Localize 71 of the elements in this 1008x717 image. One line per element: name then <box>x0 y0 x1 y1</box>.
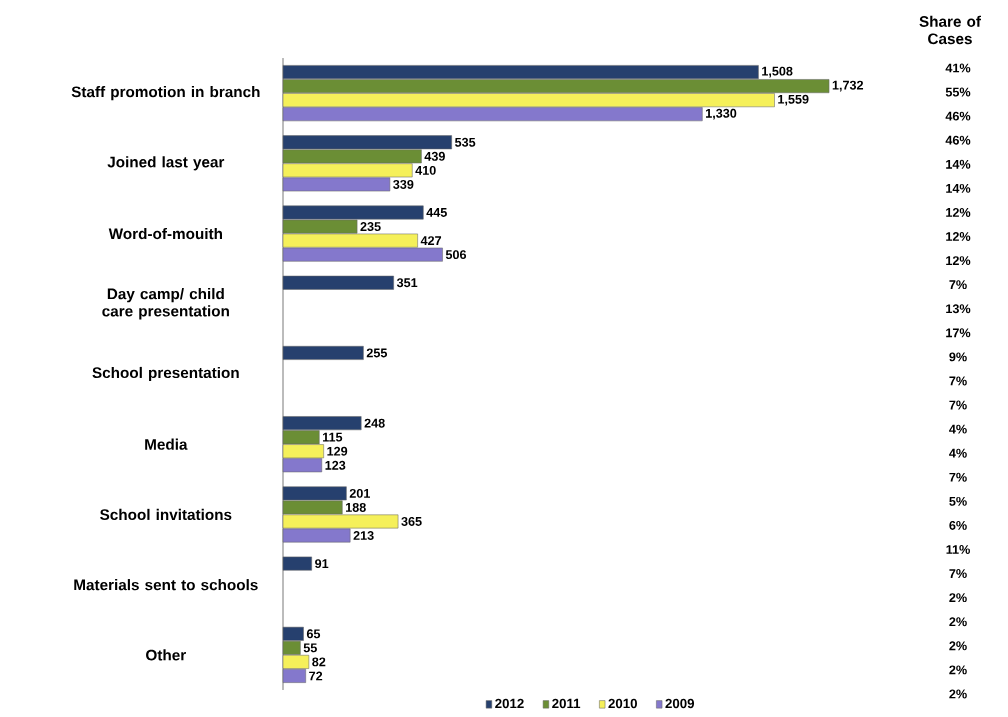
data-label: 213 <box>353 531 374 541</box>
data-label: 339 <box>393 179 414 189</box>
data-label: 1,559 <box>778 94 809 106</box>
legend-label: 2012 <box>495 698 524 709</box>
text: 2% <box>949 641 967 651</box>
bar <box>282 275 394 290</box>
text: 14% <box>946 183 971 193</box>
data-label: 82 <box>312 657 326 667</box>
bar <box>282 556 312 571</box>
text: 12% <box>946 256 971 266</box>
data-label: 115 <box>322 432 343 442</box>
text: 11% <box>946 545 970 554</box>
text: 7% <box>949 376 967 386</box>
data-label: 65 <box>306 629 321 639</box>
data-label: 72 <box>309 671 323 681</box>
data-label: 445 <box>426 208 447 217</box>
data-label: 123 <box>325 460 346 470</box>
data-label: 255 <box>366 348 388 358</box>
y-tick-label: Staff promotion in branch <box>71 86 260 101</box>
text: 12% <box>946 232 971 241</box>
legend-label: 2009 <box>665 698 695 709</box>
text: 4% <box>949 424 967 434</box>
data-label: 1,330 <box>706 108 737 120</box>
data-label: 129 <box>327 446 348 456</box>
data-label: 188 <box>346 502 366 512</box>
text: 2% <box>949 617 967 627</box>
data-label: 365 <box>401 517 422 526</box>
y-tick-label: Media <box>145 438 188 450</box>
text: 12% <box>946 208 971 217</box>
text: 7% <box>949 400 967 410</box>
text: 2% <box>949 665 967 675</box>
data-label: 427 <box>420 236 442 246</box>
legend-label: 2010 <box>608 698 637 709</box>
text: 7% <box>949 280 967 290</box>
data-label: 91 <box>315 559 329 569</box>
y-tick-label: Day camp/ child care presentation <box>102 288 229 320</box>
legend-label: 2011 <box>552 698 581 709</box>
y-tick-label: Other <box>146 649 186 661</box>
text: 2% <box>949 689 967 699</box>
text: 2% <box>949 593 967 603</box>
text: 7% <box>949 569 967 579</box>
bar <box>282 346 364 360</box>
text: 4% <box>949 448 967 458</box>
text: 41% <box>945 63 971 73</box>
data-label: 506 <box>445 250 467 260</box>
data-label: 535 <box>454 137 476 147</box>
y-tick-label: Materials sent to schools <box>74 579 258 591</box>
text: 55% <box>945 87 971 97</box>
data-label: 1,508 <box>762 66 793 78</box>
text: 6% <box>949 520 967 530</box>
data-label: 1,732 <box>832 80 864 92</box>
data-label: 351 <box>396 278 418 288</box>
y-tick-label: Joined last year <box>107 156 225 171</box>
y-tick-label: Word-of-mouith <box>108 227 222 240</box>
text: 17% <box>946 328 971 338</box>
y-tick-label: School invitations <box>100 508 232 521</box>
text: Share of Cases <box>919 15 982 45</box>
text: 7% <box>949 472 967 482</box>
data-label: 55 <box>303 643 317 653</box>
text: 14% <box>946 159 971 169</box>
text: 13% <box>946 304 971 314</box>
data-label: 235 <box>360 222 381 232</box>
text: 46% <box>945 111 971 121</box>
data-label: 248 <box>364 418 385 428</box>
text: 5% <box>949 496 967 506</box>
data-label: 439 <box>424 151 445 161</box>
data-label: 410 <box>415 165 436 175</box>
text: 46% <box>945 135 971 145</box>
data-label: 201 <box>349 488 370 498</box>
y-tick-label: School presentation <box>92 366 239 382</box>
text: 9% <box>949 352 967 362</box>
